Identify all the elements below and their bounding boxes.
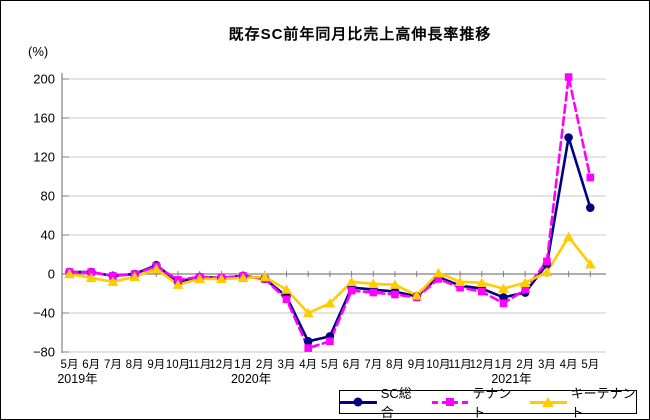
- x-tick-label: 1月: [495, 359, 513, 371]
- x-tick-label: 7月: [364, 359, 382, 371]
- data-point-marker: [434, 275, 443, 283]
- data-point-marker: [129, 271, 140, 282]
- data-point-marker: [302, 307, 314, 318]
- data-point-marker: [172, 279, 184, 289]
- data-point-marker: [563, 231, 574, 242]
- data-point-marker: [389, 279, 401, 289]
- data-point-marker: [85, 272, 97, 283]
- x-tick-label: 3月: [278, 359, 296, 371]
- data-point-marker: [259, 271, 271, 282]
- data-point-marker: [282, 295, 291, 304]
- series-line-0: [68, 136, 592, 343]
- data-point-marker: [109, 272, 117, 280]
- y-tick-label: 80: [41, 189, 55, 204]
- data-point-marker: [456, 283, 464, 292]
- x-tick-label: 5月: [61, 359, 79, 371]
- y-axis-unit-label: (%): [28, 44, 49, 59]
- legend-label-key-tenant: キーテナント: [570, 386, 636, 420]
- data-point-marker: [478, 287, 486, 296]
- data-point-marker: [346, 276, 357, 286]
- x-tick-label: 9月: [408, 359, 426, 371]
- x-tick-label: 9月: [147, 359, 165, 371]
- x-tick-label: 6月: [343, 359, 361, 371]
- data-point-marker: [584, 259, 596, 269]
- x-tick-label: 8月: [386, 359, 404, 371]
- data-point-marker: [237, 272, 249, 283]
- data-point-marker: [586, 173, 595, 182]
- y-tick-label: 40: [41, 228, 55, 243]
- legend-label-tenant: テナント: [472, 386, 512, 420]
- x-tick-label: 4月: [560, 359, 578, 371]
- sc-total-line-sample: [340, 396, 377, 408]
- data-point-marker: [499, 299, 508, 308]
- data-point-marker: [498, 283, 509, 293]
- data-point-marker: [564, 133, 573, 142]
- year-label: 2021年: [491, 372, 531, 386]
- data-point-marker: [324, 298, 336, 308]
- data-point-marker: [433, 267, 444, 278]
- data-point-marker: [150, 263, 162, 274]
- y-tick-label: 120: [33, 150, 55, 165]
- data-point-marker: [543, 257, 551, 266]
- x-tick-label: 5月: [581, 359, 599, 371]
- data-point-marker: [367, 278, 379, 288]
- x-tick-label: 6月: [82, 359, 100, 371]
- y-tick-label: 160: [33, 111, 55, 126]
- data-point-marker: [564, 73, 573, 81]
- y-tick-label: 200: [33, 72, 55, 87]
- x-tick-label: 1月: [234, 359, 252, 371]
- x-tick-label: 11月: [188, 359, 211, 371]
- year-label: 2020年: [231, 372, 271, 386]
- chart-legend: SC総合 テナント キーテナント: [339, 386, 637, 419]
- data-point-marker: [369, 288, 378, 297]
- data-point-marker: [107, 276, 119, 286]
- x-tick-label: 11月: [448, 359, 471, 371]
- data-point-marker: [586, 203, 595, 212]
- chart-title: 既存SC前年同月比売上高伸長率推移: [228, 26, 492, 43]
- data-point-marker: [326, 337, 334, 346]
- x-tick-label: 8月: [126, 359, 144, 371]
- data-point-marker: [194, 273, 206, 284]
- data-point-marker: [216, 273, 227, 284]
- x-tick-label: 3月: [538, 359, 556, 371]
- x-tick-label: 2月: [256, 359, 274, 371]
- tenant-line-sample: [431, 396, 469, 408]
- x-tick-label: 10月: [166, 359, 190, 371]
- legend-item-tenant: テナント: [431, 383, 516, 420]
- data-point-marker: [347, 286, 356, 295]
- data-point-marker: [519, 277, 531, 287]
- data-point-marker: [303, 336, 313, 346]
- x-tick-label: 2月: [516, 359, 534, 371]
- data-point-marker: [411, 290, 423, 300]
- circle-marker-icon: [353, 397, 363, 407]
- year-label: 2019年: [57, 372, 97, 386]
- legend-item-sc-total: SC総合: [340, 383, 418, 420]
- data-point-marker: [541, 266, 553, 277]
- triangle-marker-icon: [542, 397, 555, 407]
- y-tick-label: 0: [48, 267, 55, 282]
- x-tick-label: 7月: [104, 359, 122, 371]
- x-tick-label: 4月: [299, 359, 317, 371]
- y-tick-label: −40: [33, 306, 55, 321]
- x-tick-label: 10月: [426, 359, 450, 371]
- legend-item-key-tenant: キーテナント: [529, 383, 636, 420]
- x-tick-label: 12月: [470, 359, 494, 371]
- data-point-marker: [87, 268, 95, 276]
- data-point-marker: [521, 285, 529, 294]
- data-point-marker: [391, 290, 399, 299]
- y-tick-label: −80: [33, 345, 55, 360]
- data-point-marker: [64, 268, 75, 279]
- data-point-marker: [281, 284, 292, 294]
- key-tenant-line-sample: [529, 396, 567, 408]
- square-marker-icon: [445, 398, 454, 406]
- x-tick-label: 12月: [209, 359, 233, 371]
- legend-label-sc-total: SC総合: [380, 386, 412, 420]
- data-point-marker: [304, 344, 312, 352]
- data-point-marker: [476, 277, 488, 287]
- data-point-marker: [454, 276, 466, 286]
- x-tick-label: 5月: [321, 359, 339, 371]
